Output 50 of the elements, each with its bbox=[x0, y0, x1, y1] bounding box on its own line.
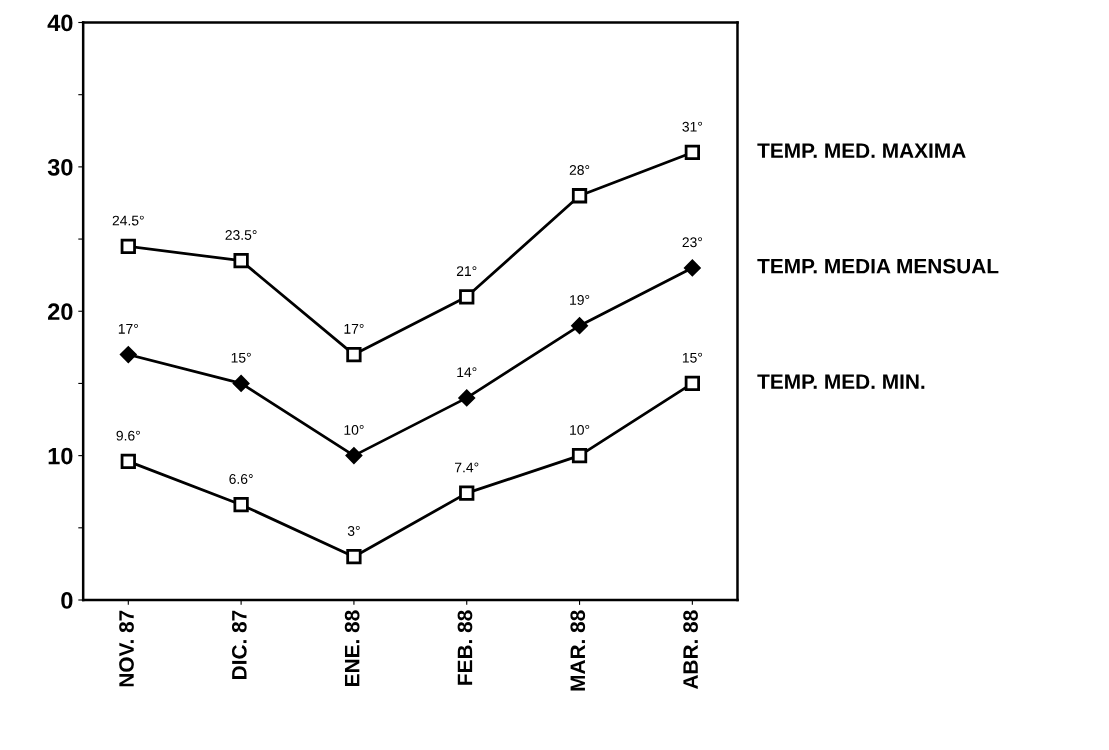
data-label: 21° bbox=[456, 266, 477, 276]
text: TEMP. MED. MAXIMA bbox=[757, 143, 966, 158]
point bbox=[232, 375, 250, 392]
point bbox=[684, 144, 700, 161]
point bbox=[571, 447, 588, 464]
data-label: 24.5° bbox=[112, 215, 144, 226]
point bbox=[233, 497, 249, 513]
point bbox=[346, 549, 362, 565]
data-label: 10° bbox=[570, 424, 590, 435]
y-tick-label: 30 bbox=[47, 158, 73, 176]
text: TEMP. MEDIA MENSUAL bbox=[757, 258, 999, 274]
data-label: 3° bbox=[347, 526, 360, 536]
point bbox=[684, 375, 700, 392]
x-tick-label: ABR. 88 bbox=[683, 610, 698, 690]
point bbox=[459, 485, 475, 501]
data-label: 17° bbox=[344, 323, 364, 334]
data-label: 28° bbox=[569, 165, 590, 175]
data-label: 17° bbox=[118, 323, 138, 334]
point bbox=[346, 346, 362, 363]
point bbox=[120, 238, 136, 254]
data-label: 9.6° bbox=[116, 430, 140, 441]
y-tick-label: 10 bbox=[48, 447, 73, 465]
y-tick-label: 20 bbox=[48, 303, 73, 321]
x-tick-label: ENE. 88 bbox=[344, 610, 360, 686]
point bbox=[120, 346, 137, 363]
point bbox=[684, 259, 701, 277]
point bbox=[233, 253, 249, 269]
y-tick-label: 0 bbox=[61, 592, 73, 609]
x-tick-label: FEB. 88 bbox=[457, 610, 473, 685]
x-tick-label: MAR. 88 bbox=[570, 610, 586, 691]
point bbox=[458, 389, 475, 407]
x-tick-label: DIC. 87 bbox=[231, 610, 247, 679]
data-label: 7.4° bbox=[455, 462, 479, 473]
data-label: 10° bbox=[344, 424, 364, 435]
data-label: 14° bbox=[457, 367, 477, 377]
text: TEMP. MED. MIN. bbox=[757, 374, 925, 389]
data-label: 15° bbox=[682, 352, 703, 363]
point bbox=[120, 453, 136, 470]
data-label: 19° bbox=[570, 295, 590, 305]
data-label: 23.5° bbox=[225, 230, 257, 240]
x-tick-label: NOV. 87 bbox=[119, 610, 134, 687]
data-label: 6.6° bbox=[229, 474, 253, 484]
y-tick-label: 40 bbox=[47, 14, 73, 32]
point bbox=[571, 317, 588, 334]
data-label: 23° bbox=[682, 237, 703, 248]
point bbox=[571, 188, 588, 204]
point bbox=[345, 447, 363, 464]
data-label: 15° bbox=[231, 352, 251, 363]
data-label: 31° bbox=[682, 121, 703, 132]
point bbox=[459, 289, 475, 305]
